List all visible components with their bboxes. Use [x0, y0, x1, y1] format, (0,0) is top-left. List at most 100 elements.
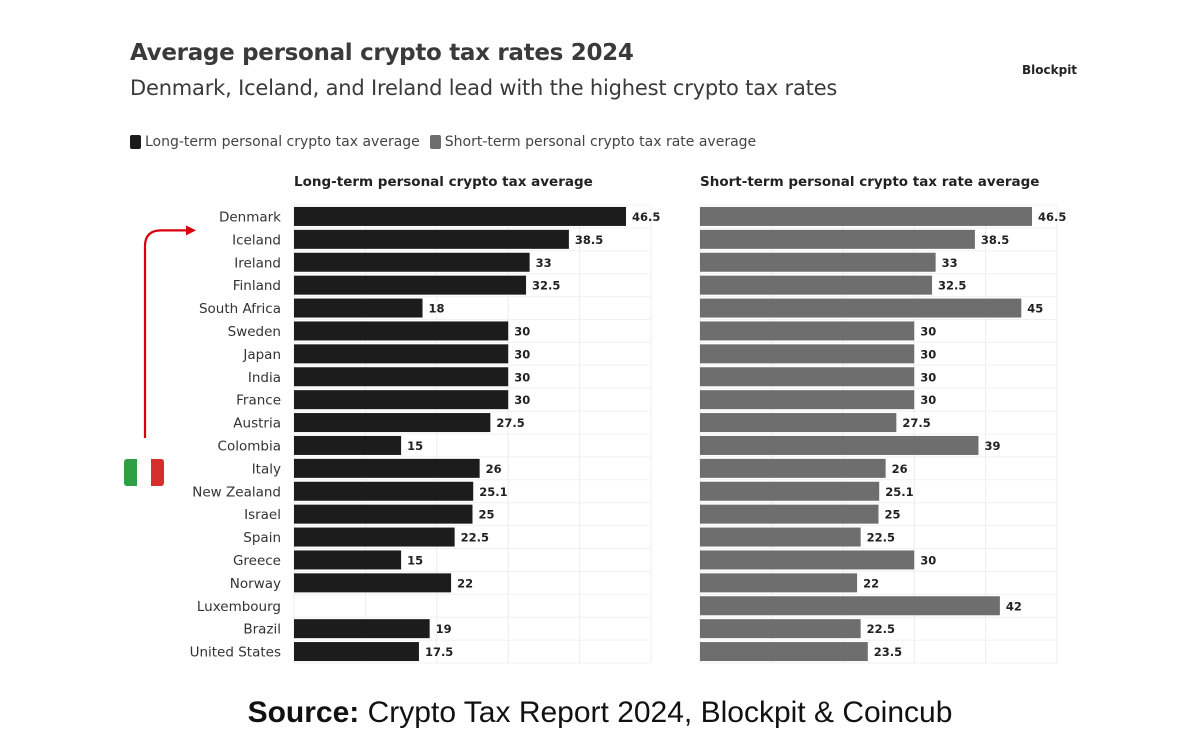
bar-short-term — [700, 344, 915, 364]
category-label: South Africa — [199, 301, 281, 317]
data-label-short-term: 45 — [1027, 302, 1043, 316]
bar-short-term — [700, 298, 1022, 318]
data-label-long-term: 33 — [536, 256, 552, 270]
category-label: Norway — [230, 576, 281, 592]
bar-short-term — [700, 527, 861, 547]
data-label-long-term: 25.1 — [479, 485, 507, 499]
bar-long-term — [294, 367, 509, 387]
data-label-short-term: 42 — [1006, 599, 1022, 613]
bar-short-term — [700, 573, 858, 593]
flag-stripe-green — [124, 459, 138, 486]
category-label: France — [236, 393, 281, 409]
bar-long-term — [294, 413, 491, 433]
data-label-short-term: 27.5 — [902, 416, 930, 430]
category-label: Israel — [244, 507, 281, 523]
chart-subtitle: Denmark, Iceland, and Ireland lead with … — [130, 76, 838, 100]
bar-long-term — [294, 458, 480, 478]
data-label-short-term: 33 — [942, 256, 958, 270]
bar-short-term — [700, 206, 1033, 226]
data-label-short-term: 39 — [984, 439, 1000, 453]
legend-label-short-term: Short-term personal crypto tax rate aver… — [444, 134, 757, 150]
bar-long-term — [294, 275, 527, 295]
panel-title-short-term: Short-term personal crypto tax rate aver… — [700, 174, 1040, 190]
bar-short-term — [700, 458, 886, 478]
data-label-short-term: 26 — [892, 462, 908, 476]
bar-short-term — [700, 390, 915, 410]
bar-long-term — [294, 504, 473, 524]
bar-long-term — [294, 298, 423, 318]
brand-logo: Blockpit — [1022, 63, 1078, 77]
category-label: Colombia — [218, 438, 281, 454]
source-text: Crypto Tax Report 2024, Blockpit & Coinc… — [367, 696, 953, 729]
bar-long-term — [294, 206, 627, 226]
category-label: Luxembourg — [197, 599, 281, 615]
bar-long-term — [294, 252, 530, 272]
bar-short-term — [700, 596, 1000, 616]
bar-long-term — [294, 390, 509, 410]
category-label: Finland — [233, 278, 281, 294]
data-label-long-term: 30 — [514, 347, 530, 361]
data-label-long-term: 17.5 — [425, 645, 453, 659]
category-label: Sweden — [228, 324, 281, 340]
source-caption: Source: Crypto Tax Report 2024, Blockpit… — [0, 696, 1200, 730]
bar-long-term — [294, 550, 402, 570]
category-label: Italy — [252, 461, 281, 477]
data-label-short-term: 30 — [920, 324, 936, 338]
data-label-short-term: 22.5 — [867, 622, 895, 636]
flag-stripe-red — [150, 459, 164, 486]
data-label-long-term: 15 — [407, 439, 423, 453]
data-label-short-term: 46.5 — [1038, 210, 1066, 224]
bar-long-term — [294, 619, 430, 639]
category-label: Spain — [243, 530, 281, 546]
bar-short-term — [700, 413, 897, 433]
category-label: Ireland — [234, 255, 281, 271]
category-label: Iceland — [232, 232, 281, 248]
legend-swatch-short-term — [429, 135, 441, 149]
legend-item-short-term: Short-term personal crypto tax rate aver… — [429, 134, 757, 150]
bar-short-term — [700, 481, 880, 501]
data-label-long-term: 30 — [514, 324, 530, 338]
panel-title-long-term: Long-term personal crypto tax average — [294, 174, 593, 190]
bar-long-term — [294, 229, 569, 249]
bar-short-term — [700, 435, 979, 455]
data-label-short-term: 32.5 — [938, 279, 966, 293]
data-label-long-term: 25 — [479, 508, 495, 522]
bar-short-term — [700, 619, 861, 639]
bar-long-term — [294, 481, 474, 501]
category-label: United States — [190, 645, 281, 661]
data-label-long-term: 27.5 — [496, 416, 524, 430]
category-label: New Zealand — [192, 484, 281, 500]
bar-short-term — [700, 229, 975, 249]
data-label-long-term: 38.5 — [575, 233, 603, 247]
data-label-short-term: 30 — [920, 553, 936, 567]
data-label-short-term: 25 — [885, 508, 901, 522]
italy-flag-icon — [124, 459, 164, 486]
data-label-long-term: 15 — [407, 553, 423, 567]
data-label-short-term: 25.1 — [885, 485, 913, 499]
data-label-long-term: 19 — [436, 622, 452, 636]
bar-long-term — [294, 642, 419, 662]
bar-long-term — [294, 435, 402, 455]
data-label-long-term: 22 — [457, 576, 473, 590]
category-label: Japan — [242, 347, 281, 363]
data-label-short-term: 38.5 — [981, 233, 1009, 247]
category-label: Brazil — [243, 622, 281, 638]
category-label: Denmark — [219, 209, 281, 225]
data-label-short-term: 22 — [863, 576, 879, 590]
bar-short-term — [700, 504, 879, 524]
data-label-short-term: 30 — [920, 393, 936, 407]
chart-legend: Long-term personal crypto tax average Sh… — [130, 134, 766, 150]
source-label: Source: — [247, 696, 360, 729]
data-label-short-term: 22.5 — [867, 531, 895, 545]
annotation-arrow — [143, 229, 186, 438]
bar-long-term — [294, 344, 509, 364]
category-label: India — [248, 370, 281, 386]
bar-short-term — [700, 252, 936, 272]
bar-short-term — [700, 321, 915, 341]
legend-swatch-long-term — [130, 135, 141, 149]
data-label-long-term: 26 — [486, 462, 502, 476]
legend-item-long-term: Long-term personal crypto tax average — [130, 134, 420, 150]
bar-short-term — [700, 642, 868, 662]
bar-short-term — [700, 367, 915, 387]
